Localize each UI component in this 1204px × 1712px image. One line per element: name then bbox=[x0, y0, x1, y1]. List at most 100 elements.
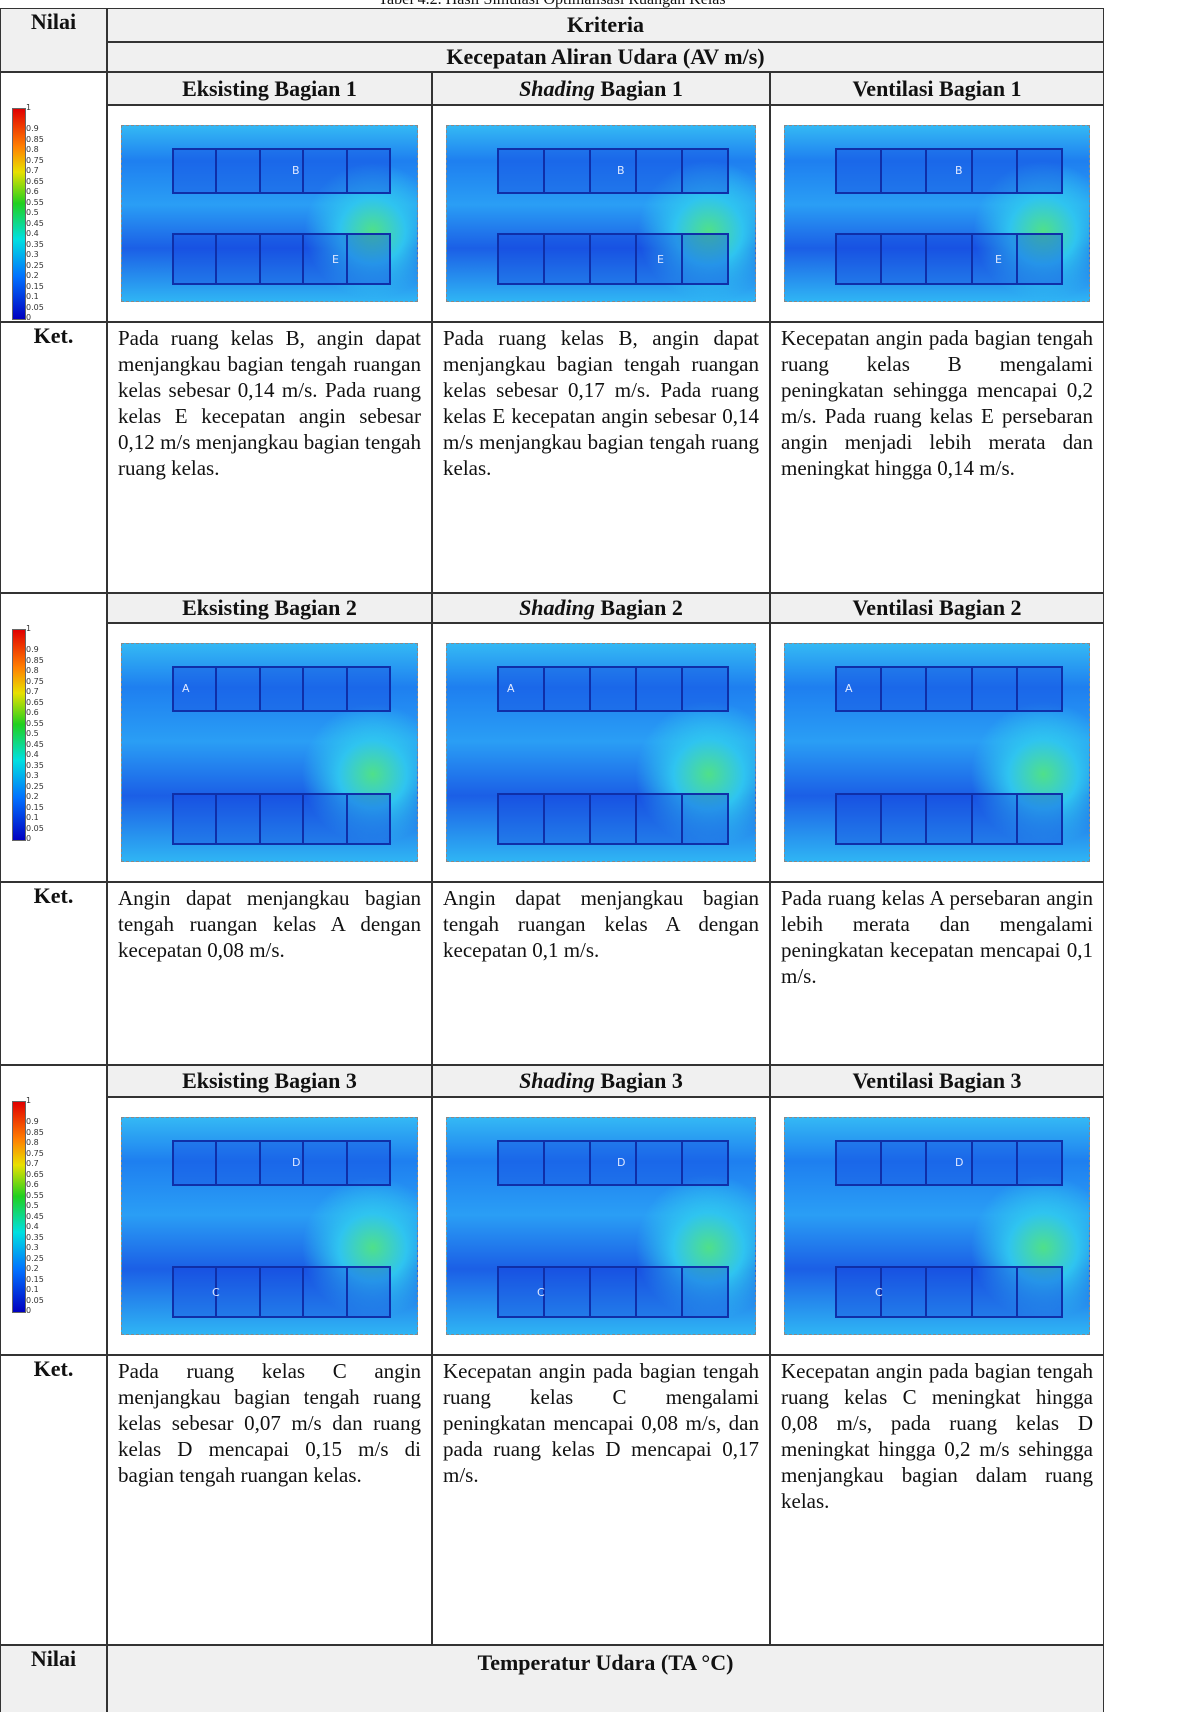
room bbox=[215, 233, 261, 285]
ket-text: Kecepatan angin pada bagian tengah ruang… bbox=[770, 322, 1104, 593]
title-text: Bagian 3 bbox=[600, 1068, 683, 1093]
legend-cell bbox=[0, 593, 107, 882]
legend-label: 0.3 bbox=[26, 1243, 39, 1252]
legend-label: 0.35 bbox=[26, 239, 44, 249]
room bbox=[1015, 148, 1063, 194]
subheader: Kecepatan Aliran Udara (AV m/s) bbox=[107, 42, 1104, 72]
image-cell bbox=[770, 1097, 1104, 1355]
kriteria-header: Kriteria bbox=[107, 8, 1104, 42]
room bbox=[970, 233, 1018, 285]
room bbox=[635, 1266, 683, 1318]
room bbox=[635, 233, 683, 285]
room bbox=[589, 1140, 637, 1186]
room bbox=[970, 793, 1018, 845]
room bbox=[925, 148, 973, 194]
legend-bar bbox=[12, 1101, 26, 1313]
room bbox=[302, 793, 348, 845]
legend-label: 0.4 bbox=[26, 1222, 39, 1231]
legend-label: 1 bbox=[26, 624, 32, 633]
simulation-image: A bbox=[784, 643, 1090, 862]
room-label: B bbox=[617, 164, 625, 177]
room bbox=[1015, 793, 1063, 845]
room bbox=[345, 1140, 391, 1186]
room bbox=[345, 233, 391, 285]
room bbox=[302, 233, 348, 285]
image-cell bbox=[107, 623, 432, 882]
room bbox=[258, 1266, 305, 1318]
room bbox=[589, 793, 637, 845]
legend-label: 0.8 bbox=[26, 145, 39, 154]
room bbox=[258, 666, 305, 712]
room-label: D bbox=[955, 1156, 964, 1169]
room bbox=[215, 793, 261, 845]
room bbox=[880, 1140, 928, 1186]
room bbox=[635, 148, 683, 194]
room bbox=[258, 793, 305, 845]
room bbox=[497, 1266, 545, 1318]
legend-label: 0.6 bbox=[26, 708, 39, 717]
legend-label: 0.5 bbox=[26, 208, 39, 217]
room bbox=[635, 666, 683, 712]
room bbox=[925, 793, 973, 845]
legend-label: 0.15 bbox=[26, 1274, 44, 1284]
legend-label: 0.15 bbox=[26, 281, 44, 291]
room bbox=[681, 666, 729, 712]
column-title: Shading Bagian 3 bbox=[432, 1065, 770, 1097]
legend-cell bbox=[0, 1065, 107, 1355]
legend-label: 0.75 bbox=[26, 155, 44, 165]
legend-label: 0.9 bbox=[26, 1117, 39, 1126]
room bbox=[835, 666, 883, 712]
room bbox=[497, 1140, 545, 1186]
legend-label: 0.6 bbox=[26, 187, 39, 196]
room bbox=[925, 1140, 973, 1186]
legend-label: 0.7 bbox=[26, 166, 39, 175]
room bbox=[681, 1266, 729, 1318]
room bbox=[543, 666, 591, 712]
room bbox=[880, 233, 928, 285]
legend-label: 0.5 bbox=[26, 1201, 39, 1210]
room-label: B bbox=[955, 164, 963, 177]
image-cell bbox=[770, 623, 1104, 882]
legend-label: 0.4 bbox=[26, 229, 39, 238]
room bbox=[635, 1140, 683, 1186]
legend-label: 0.65 bbox=[26, 1169, 44, 1179]
ket-text: Pada ruang kelas C angin menjangkau bagi… bbox=[107, 1355, 432, 1645]
legend-label: 0.7 bbox=[26, 687, 39, 696]
room bbox=[1015, 233, 1063, 285]
room-label: C bbox=[212, 1286, 220, 1299]
legend-label: 0.1 bbox=[26, 813, 39, 822]
legend-label: 0.2 bbox=[26, 1264, 39, 1273]
legend-label: 0 bbox=[26, 1306, 32, 1315]
room bbox=[215, 1140, 261, 1186]
room bbox=[589, 233, 637, 285]
room bbox=[543, 793, 591, 845]
legend-label: 0.45 bbox=[26, 218, 44, 228]
room bbox=[497, 666, 545, 712]
legend-label: 0.35 bbox=[26, 760, 44, 770]
title-text: Ventilasi Bagian 2 bbox=[852, 595, 1022, 620]
column-title: Ventilasi Bagian 3 bbox=[770, 1065, 1104, 1097]
legend-label: 0.25 bbox=[26, 260, 44, 270]
title-text: Eksisting Bagian 3 bbox=[182, 1068, 357, 1093]
room bbox=[970, 666, 1018, 712]
column-title: Eksisting Bagian 1 bbox=[107, 72, 432, 105]
room bbox=[835, 1140, 883, 1186]
room bbox=[925, 1266, 973, 1318]
ket-text: Kecepatan angin pada bagian tengah ruang… bbox=[770, 1355, 1104, 1645]
legend-label: 0.75 bbox=[26, 1148, 44, 1158]
legend-label: 0.85 bbox=[26, 134, 44, 144]
room-label: A bbox=[507, 682, 515, 695]
ket-label: Ket. bbox=[0, 322, 107, 593]
room bbox=[172, 793, 218, 845]
legend-label: 0.75 bbox=[26, 676, 44, 686]
room bbox=[880, 148, 928, 194]
room bbox=[681, 1140, 729, 1186]
room bbox=[589, 148, 637, 194]
legend-label: 0.25 bbox=[26, 1253, 44, 1263]
room bbox=[497, 148, 545, 194]
legend-label: 1 bbox=[26, 103, 32, 112]
ket-text: Pada ruang kelas B, angin dapat menjangk… bbox=[432, 322, 770, 593]
